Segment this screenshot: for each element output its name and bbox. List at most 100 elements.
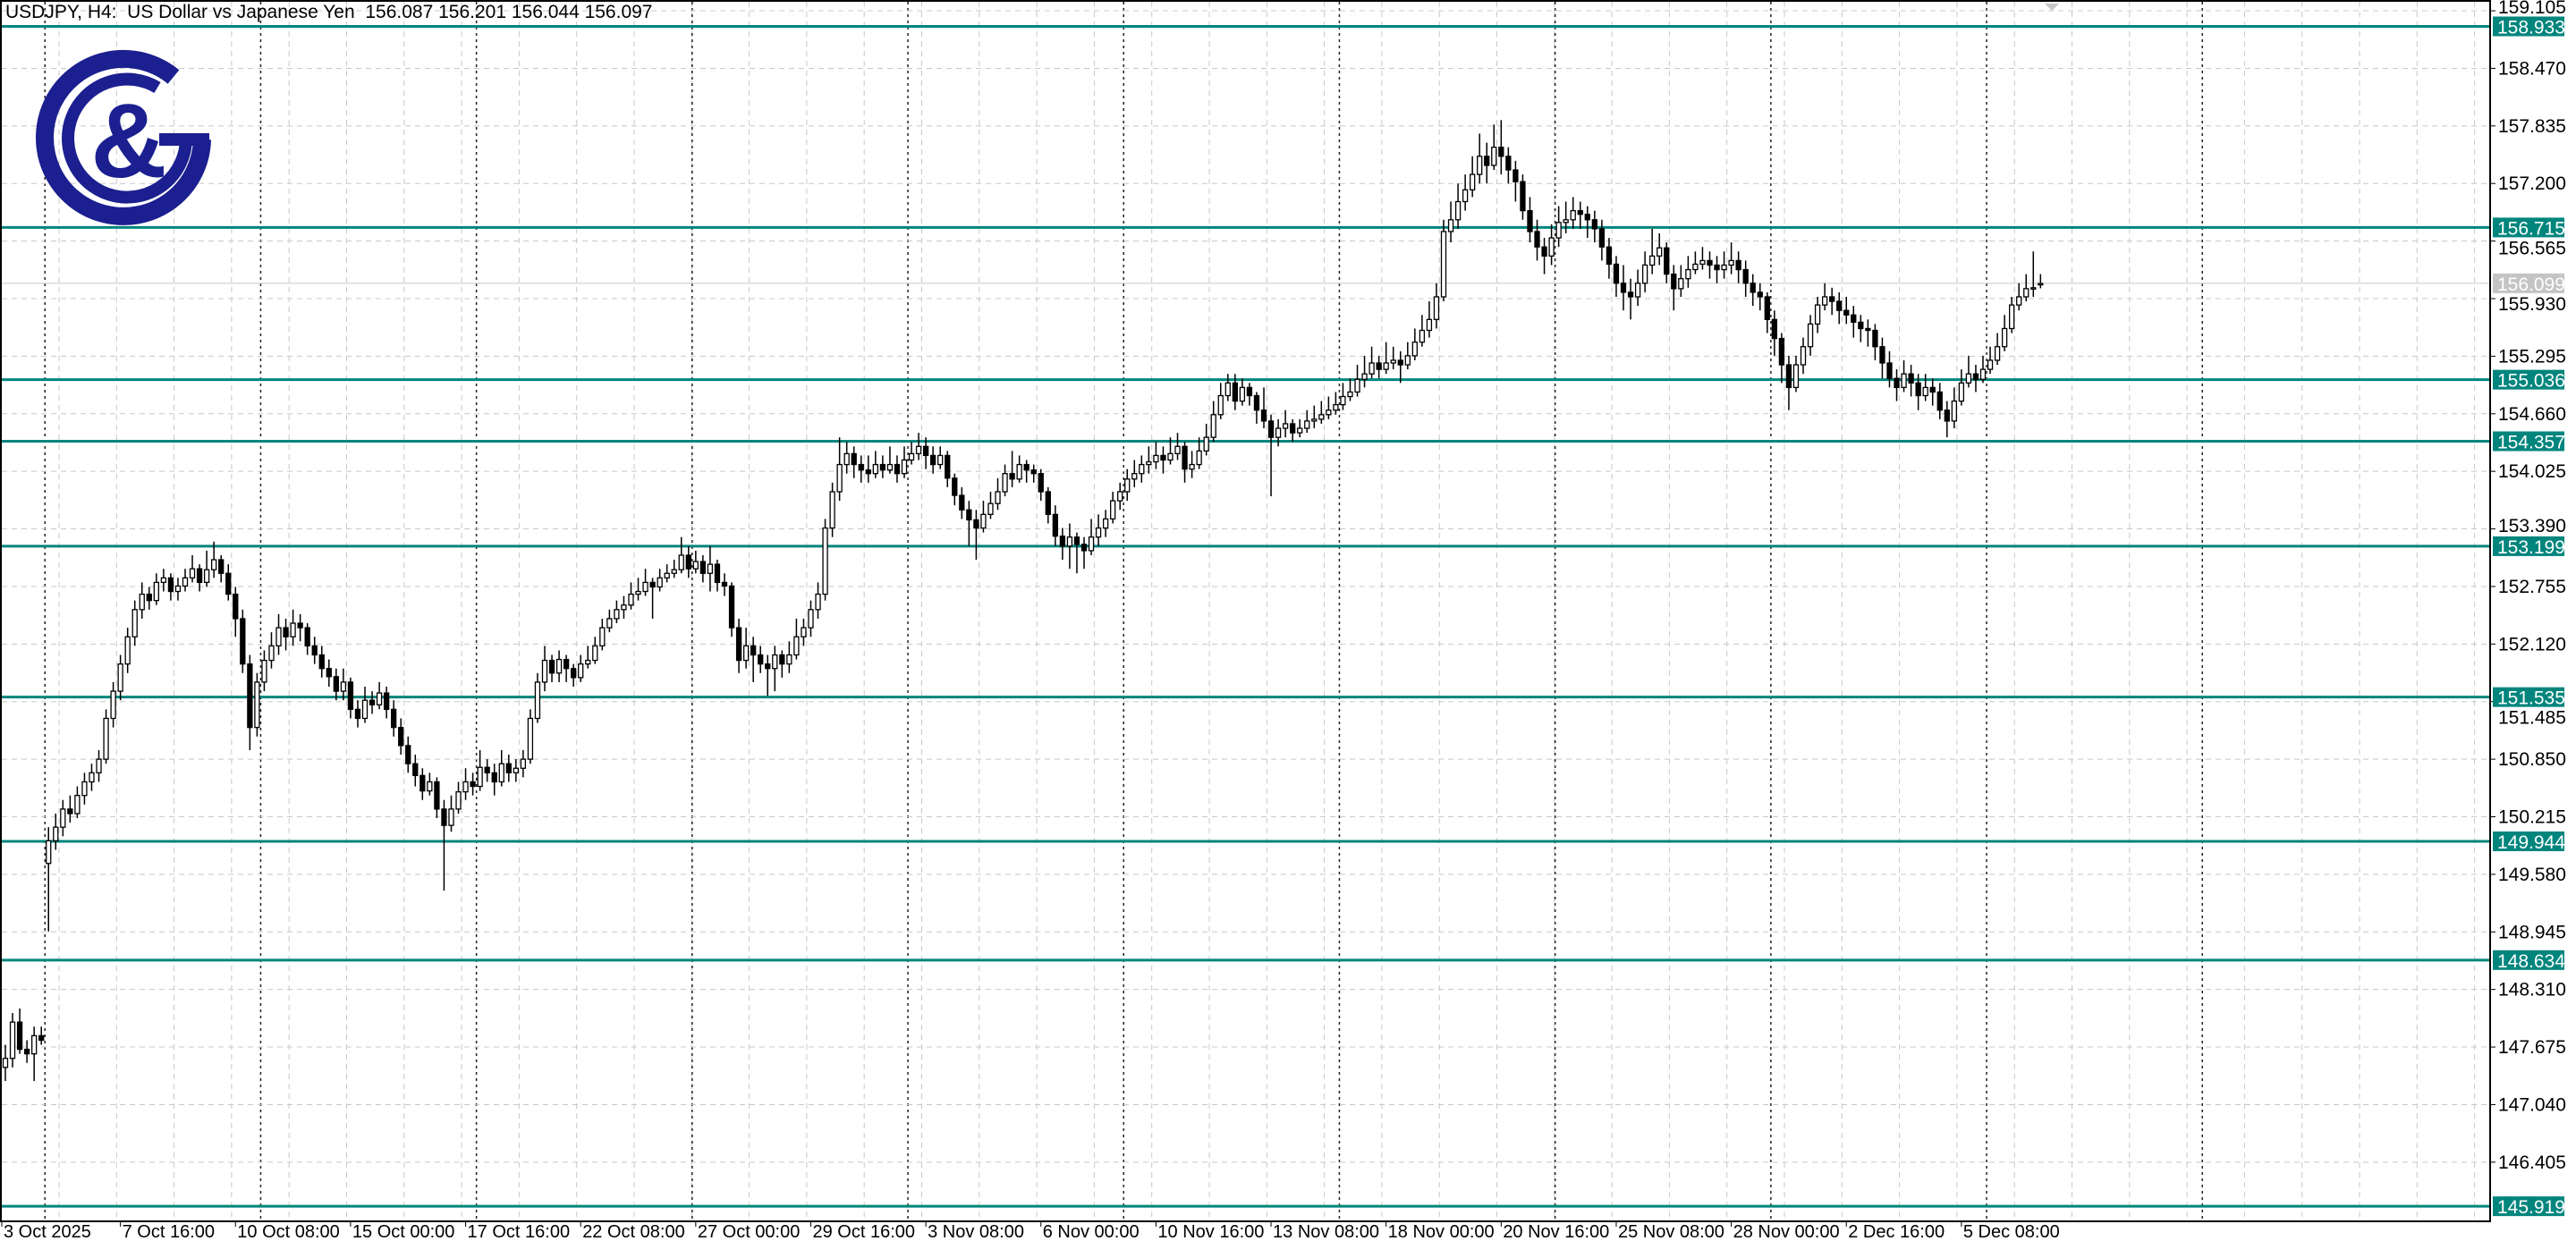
- candle-body-bear: [851, 452, 857, 466]
- candle: [563, 654, 570, 682]
- candle: [1972, 365, 1979, 393]
- candle: [872, 451, 878, 478]
- candle-body-bull: [1383, 362, 1389, 370]
- candle: [1419, 315, 1426, 347]
- time-tick-label: 7 Oct 16:00: [123, 1222, 215, 1241]
- candle: [455, 781, 462, 814]
- level-price-label: 153.199: [2497, 537, 2565, 558]
- candle-body-bear: [1246, 386, 1253, 397]
- candle-body-bear: [23, 1048, 30, 1055]
- candle-body-bear: [1584, 214, 1590, 221]
- candle-body-bull: [664, 572, 670, 578]
- level-price-label: 148.634: [2497, 951, 2565, 972]
- candle-body-bear: [491, 772, 497, 783]
- candle: [1189, 451, 1195, 478]
- candle-body-bull: [1311, 418, 1318, 422]
- candle-body-bear: [1260, 409, 1267, 422]
- chart-shift-marker-icon[interactable]: [2045, 4, 2059, 11]
- horizontal-levels: [2, 25, 2490, 1208]
- candle: [326, 659, 332, 687]
- level-price-label-box: [2493, 687, 2564, 707]
- candle-body-bull: [81, 781, 88, 797]
- candle: [268, 632, 275, 669]
- candle: [1534, 219, 1540, 261]
- candle: [635, 578, 641, 601]
- level-price-label: 151.535: [2497, 688, 2565, 709]
- candle: [1721, 251, 1727, 279]
- candle-body-bull: [1153, 454, 1159, 463]
- candle-body-bear: [1735, 259, 1741, 271]
- candle-body-bear: [1182, 445, 1188, 470]
- candle: [714, 560, 721, 592]
- plot-frame: [0, 0, 2491, 1222]
- candle-body-bear: [1929, 386, 1936, 393]
- candle-body-bull: [1146, 460, 1152, 466]
- level-price-label: 145.919: [2497, 1197, 2565, 1218]
- candle: [1139, 455, 1145, 483]
- candle: [23, 1040, 30, 1063]
- candle: [1433, 283, 1440, 329]
- candle: [1671, 265, 1677, 311]
- candle: [46, 827, 52, 932]
- candle: [290, 609, 296, 646]
- candle: [808, 600, 814, 637]
- candle: [1750, 274, 1756, 307]
- candle: [721, 573, 728, 596]
- time-axis[interactable]: 3 Oct 2025 7 Oct 16:00 10 Oct 08:00 15 Oct …: [0, 0, 2491, 1241]
- candle: [1326, 396, 1332, 419]
- candle-body-bull: [908, 452, 915, 461]
- candle: [160, 569, 167, 592]
- candle-body-bull: [801, 627, 807, 637]
- candle: [1066, 523, 1073, 570]
- candle-body-bull: [1131, 473, 1138, 480]
- candle-body-bear: [1742, 268, 1749, 284]
- candle-body-bull: [2023, 288, 2029, 298]
- candle: [31, 1026, 38, 1082]
- candle: [987, 491, 994, 519]
- candle: [498, 749, 504, 787]
- candle-body-bull: [987, 502, 994, 515]
- candle-body-bull: [1447, 219, 1454, 232]
- candle-body-bear: [283, 627, 289, 637]
- price-axis[interactable]: 159.105 158.470 157.835 157.200 156.565 155.9…: [2490, 0, 2566, 1218]
- time-tick-label: 5 Dec 08:00: [1963, 1222, 2060, 1241]
- time-tick-label: 10 Nov 16:00: [1157, 1222, 1264, 1241]
- price-tick-label: 151.485: [2498, 708, 2566, 729]
- candle: [621, 595, 627, 619]
- candle: [1714, 256, 1720, 283]
- candle-body-bear: [930, 454, 936, 466]
- candle-body-bull: [599, 627, 606, 647]
- candle: [60, 799, 66, 837]
- candle-body-bear: [1785, 364, 1792, 389]
- current-price-label: 156.099: [2497, 274, 2565, 295]
- candle-body-bear: [865, 469, 871, 475]
- candle: [750, 637, 757, 682]
- candle-body-bear: [1886, 362, 1893, 379]
- candle: [779, 650, 785, 678]
- candle: [1879, 337, 1885, 379]
- candle-body-bull: [46, 840, 52, 865]
- candle-body-bear: [1972, 373, 1979, 380]
- candle-body-bull: [89, 772, 95, 783]
- candle: [1527, 197, 1533, 243]
- candle: [89, 764, 95, 791]
- chart-grid: [0, 0, 2491, 1222]
- candle: [1038, 469, 1044, 502]
- candle-body-bull: [1901, 373, 1907, 389]
- candle: [261, 650, 267, 692]
- time-tick-label: 29 Oct 16:00: [812, 1222, 915, 1241]
- candle: [793, 618, 800, 660]
- candle-body-bull: [174, 585, 182, 593]
- candle: [491, 764, 497, 796]
- candle: [81, 772, 88, 805]
- candle-body-bull: [915, 445, 922, 455]
- candle: [1620, 265, 1627, 311]
- candle-body-bull: [203, 569, 210, 584]
- candle: [945, 451, 951, 487]
- candle-body-bull: [153, 581, 159, 602]
- candle-body-bear: [434, 781, 440, 810]
- candle: [1290, 418, 1296, 443]
- candle: [2001, 315, 2008, 351]
- candle: [110, 681, 116, 728]
